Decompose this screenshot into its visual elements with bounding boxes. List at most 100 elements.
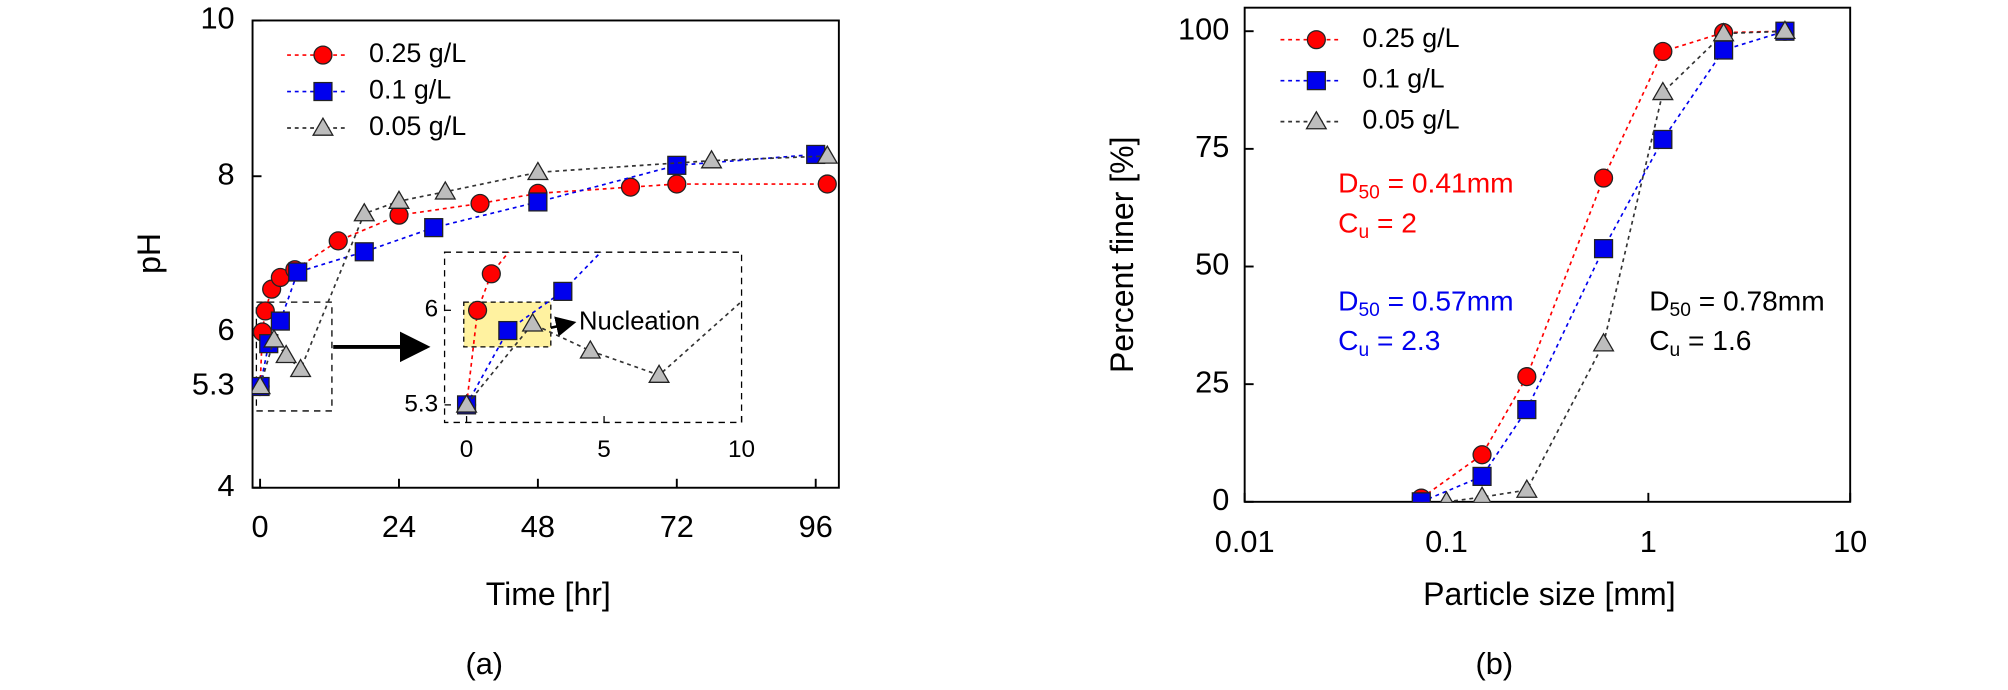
annotation-part: C <box>1338 208 1358 239</box>
marker <box>1411 492 1431 502</box>
annotation-part: C <box>1649 326 1669 357</box>
inset-marker <box>1117 73 1137 90</box>
marker <box>700 149 723 169</box>
caption: (b) <box>1476 646 1514 681</box>
annotation-part: D <box>1338 286 1358 317</box>
marker <box>255 301 275 321</box>
marker <box>1472 445 1492 465</box>
marker <box>667 155 687 175</box>
y-tick-label: 10 <box>200 1 234 36</box>
annotation-part: = 2 <box>1369 208 1417 239</box>
annotation-part: 50 <box>1358 182 1379 203</box>
x-tick-label: 1 <box>1640 524 1657 559</box>
marker <box>1592 332 1615 352</box>
zoom-region <box>255 301 333 412</box>
y-tick-label: 25 <box>1195 364 1229 399</box>
nucleation-arrow <box>550 316 577 337</box>
marker <box>816 144 839 164</box>
marker <box>470 193 490 214</box>
marker <box>1472 485 1492 502</box>
x-tick-label: 10 <box>1833 524 1867 559</box>
plot-frame <box>1243 6 1852 503</box>
inset-marker <box>952 95 972 112</box>
annotation-part: C <box>1338 326 1358 357</box>
plot-frame <box>251 19 840 489</box>
inset-marker <box>1118 99 1136 117</box>
legend-label: 0.25 g/L <box>369 38 466 68</box>
marker <box>354 242 374 262</box>
inset-marker <box>648 364 671 383</box>
inset-marker <box>1778 76 1796 94</box>
marker <box>263 328 285 348</box>
legend-marker <box>1306 30 1326 50</box>
inset-marker <box>1283 120 1301 138</box>
y-tick-label: 8 <box>218 156 235 191</box>
annotation: Nucleation <box>579 307 700 335</box>
annotation: D50 = 0.41mm <box>1338 168 1514 203</box>
marker <box>289 358 312 378</box>
series-line <box>1446 30 1785 502</box>
x-axis-label: Particle size [mm] <box>1423 576 1675 612</box>
y-axis-label: pH <box>131 233 167 274</box>
inset-marker <box>636 197 654 215</box>
inset-x-tick-label: 5 <box>597 436 611 463</box>
marker <box>667 174 687 194</box>
annotation-part: u <box>1358 222 1369 243</box>
series-line <box>1420 30 1786 502</box>
legend-label: 0.05 g/L <box>369 111 466 141</box>
legend-marker <box>1306 71 1326 91</box>
annotation-part: u <box>1358 340 1369 361</box>
annotation-part: u <box>1670 340 1681 361</box>
inset-marker <box>579 339 602 359</box>
legend-marker <box>313 81 333 102</box>
y-tick-label: 5.3 <box>192 367 235 402</box>
marker <box>817 174 837 194</box>
caption: (a) <box>465 646 503 681</box>
marker <box>1515 478 1538 498</box>
inset-marker <box>1778 61 1796 79</box>
marker <box>328 231 348 251</box>
marker <box>424 218 444 238</box>
annotation: Cu = 2.3 <box>1338 326 1440 361</box>
annotation: Cu = 2 <box>1338 208 1417 243</box>
legend-label: 0.1 g/L <box>369 75 451 105</box>
x-tick-label: 0.1 <box>1425 524 1468 559</box>
x-tick-label: 72 <box>660 509 694 544</box>
annotation-part: = 2.3 <box>1369 326 1440 357</box>
marker <box>434 180 457 200</box>
marker <box>1593 239 1614 259</box>
y-tick-label: 100 <box>1178 11 1229 46</box>
inset-marker <box>481 264 501 284</box>
marker <box>1472 466 1492 487</box>
marker <box>620 177 641 197</box>
marker <box>1517 399 1537 420</box>
annotation: D50 = 0.57mm <box>1338 286 1514 321</box>
inset-marker <box>467 300 488 320</box>
annotation-part: = 0.78mm <box>1691 286 1825 317</box>
x-tick-label: 0.01 <box>1215 524 1275 559</box>
annotation: Cu = 1.6 <box>1649 326 1751 361</box>
x-tick-label: 0 <box>252 509 269 544</box>
marker <box>275 344 298 364</box>
x-axis-label: Time [hr] <box>486 576 611 612</box>
series-line <box>259 155 828 387</box>
inset-marker <box>521 312 544 332</box>
y-tick-label: 75 <box>1195 129 1229 164</box>
marker <box>1653 41 1673 62</box>
inset-marker <box>953 162 971 180</box>
marker <box>1440 490 1453 502</box>
marker <box>1517 367 1537 387</box>
marker <box>1593 168 1614 188</box>
legend-marker <box>313 45 333 65</box>
annotation-part: 50 <box>1358 300 1379 321</box>
marker <box>526 161 549 181</box>
y-tick-label: 50 <box>1195 247 1229 282</box>
legend-marker <box>311 116 334 136</box>
annotation-part: = 0.41mm <box>1380 168 1514 199</box>
marker <box>270 311 290 331</box>
inset-marker <box>498 320 518 341</box>
x-tick-label: 48 <box>521 509 555 544</box>
marker <box>353 202 376 222</box>
y-tick-label: 6 <box>218 312 235 347</box>
